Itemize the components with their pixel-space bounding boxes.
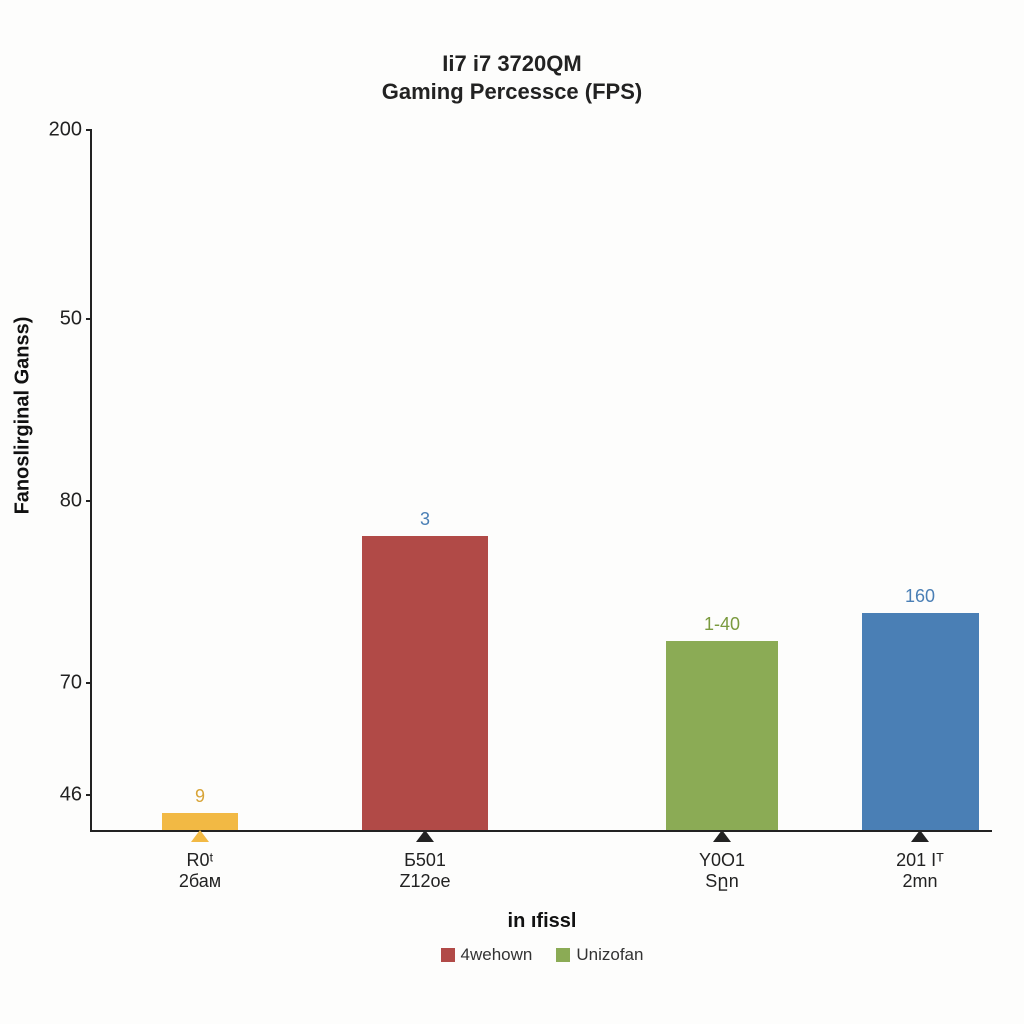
bar-value-label: 160 (905, 586, 935, 613)
x-axis-title: in ıfissl (92, 910, 992, 933)
legend-label: 4wehown (461, 945, 533, 965)
plot-area: in ıfissl 4wehownUnizofan 20050807046931… (90, 130, 992, 832)
legend-swatch-icon (441, 948, 455, 962)
bar: 3 (362, 536, 488, 830)
y-tick-mark (86, 682, 92, 684)
x-tick-pointer-icon (713, 830, 731, 842)
chart-title: Ii7 i7 3720QM Gaming Percessce (FPS) (0, 50, 1024, 105)
bar-value-label: 3 (420, 509, 430, 536)
legend-item: 4wehown (441, 945, 533, 965)
x-tick-label: Y0O1Sըn (699, 850, 745, 891)
y-tick-mark (86, 794, 92, 796)
y-axis-title: Fanoslirginal Ganss) (8, 0, 38, 830)
bar: 160 (862, 613, 979, 830)
chart-title-line-1: Ii7 i7 3720QM (0, 50, 1024, 78)
x-tick-pointer-icon (911, 830, 929, 842)
bar-value-label: 1-40 (704, 614, 740, 641)
chart-title-line-2: Gaming Percessce (FPS) (0, 78, 1024, 106)
y-tick-mark (86, 500, 92, 502)
chart-container: Ii7 i7 3720QM Gaming Percessce (FPS) Fan… (0, 0, 1024, 1024)
legend: 4wehown Unizofan (92, 945, 992, 967)
x-tick-pointer-icon (191, 830, 209, 842)
x-tick-label: 201 Iᵀ2mn (896, 850, 944, 891)
bar: 9 (162, 813, 239, 831)
bar-value-label: 9 (195, 786, 205, 813)
x-tick-pointer-icon (416, 830, 434, 842)
bar: 1-40 (666, 641, 779, 830)
legend-swatch-icon (556, 948, 570, 962)
y-tick-mark (86, 129, 92, 131)
legend-item: Unizofan (556, 945, 643, 965)
x-tick-label: R0ᵗ2бам (179, 850, 221, 891)
x-tick-label: Б501Z12ое (399, 850, 450, 891)
y-tick-mark (86, 318, 92, 320)
legend-label: Unizofan (576, 945, 643, 965)
